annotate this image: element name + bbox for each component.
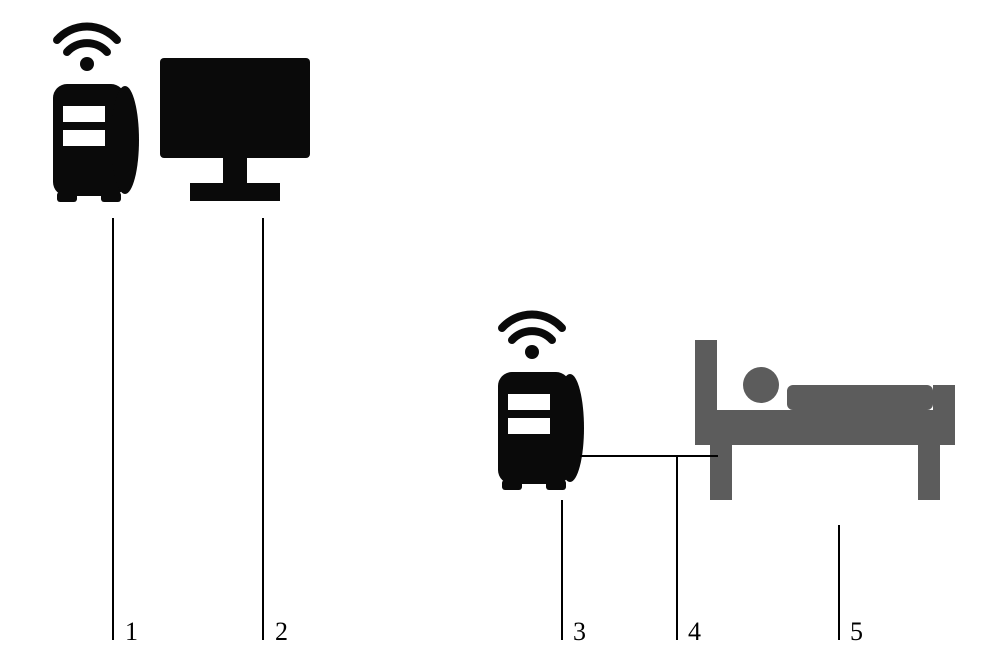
server-left	[35, 12, 145, 212]
label-2: 2	[275, 617, 288, 647]
label-5: 5	[850, 617, 863, 647]
label-1: 1	[125, 617, 138, 647]
leader-3	[561, 500, 563, 640]
leader-5	[838, 525, 840, 640]
leader-2	[262, 218, 264, 640]
leader-1	[112, 218, 114, 640]
server-right	[480, 300, 590, 500]
connection-line	[580, 455, 718, 457]
monitor-icon	[155, 50, 315, 215]
label-4: 4	[688, 617, 701, 647]
bed-icon	[695, 330, 955, 515]
leader-4	[676, 455, 678, 640]
label-3: 3	[573, 617, 586, 647]
